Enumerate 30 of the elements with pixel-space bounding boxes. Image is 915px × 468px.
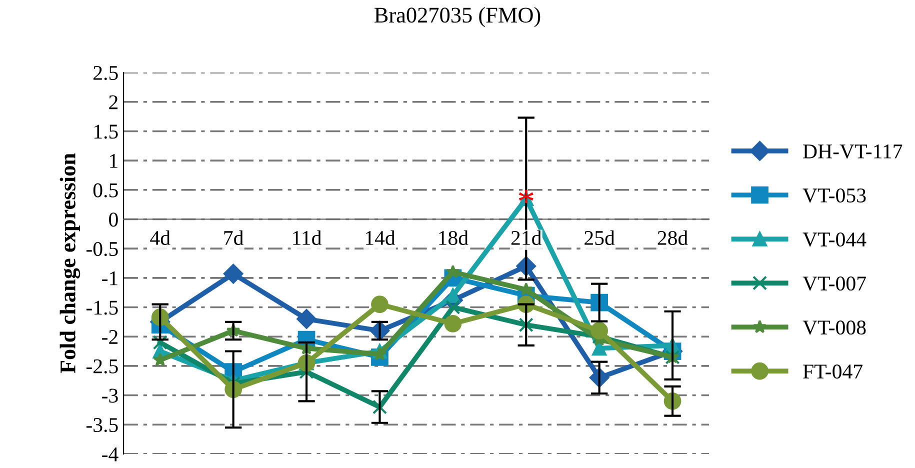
y-tick-label: -3 xyxy=(102,388,118,403)
chart-title: Bra027035 (FMO) xyxy=(374,7,540,28)
y-tick-label: 2.5 xyxy=(94,66,118,80)
legend-label: VT-044 xyxy=(802,232,866,247)
legend-label: DH-VT-117 xyxy=(803,144,902,159)
y-tick-label: 2 xyxy=(109,95,118,110)
x-tick-label: 14d xyxy=(366,230,396,246)
y-tick-label: 1 xyxy=(110,154,118,168)
y-tick-label: -4 xyxy=(102,447,118,462)
x-tick-label: 4d xyxy=(150,230,170,246)
x-tick-label: 25d xyxy=(584,230,615,246)
y-tick-label: -0.5 xyxy=(86,242,118,256)
y-tick-label: -1.5 xyxy=(86,300,118,315)
legend-label: VT-007 xyxy=(802,276,866,291)
x-tick-label: 11d xyxy=(293,230,322,246)
y-tick-label: -3.5 xyxy=(86,418,118,432)
y-tick-label: -2.5 xyxy=(86,359,118,374)
y-tick-label: 0 xyxy=(109,212,118,227)
y-tick-label: -2 xyxy=(102,330,118,344)
legend-label: VT-053 xyxy=(802,188,866,203)
x-tick-label: 18d xyxy=(439,230,468,246)
x-tick-label: 21d xyxy=(511,230,542,246)
legend-label: VT-008 xyxy=(802,320,866,335)
x-tick-label: 7d xyxy=(224,230,244,246)
legend-label: FT-047 xyxy=(803,364,862,379)
y-tick-label: 1.5 xyxy=(94,124,118,139)
y-tick-label: -1 xyxy=(102,271,118,286)
y-axis-title: Fold change expression xyxy=(60,153,80,374)
x-tick-label: 28d xyxy=(658,230,688,246)
y-tick-label: 0.5 xyxy=(93,183,118,198)
